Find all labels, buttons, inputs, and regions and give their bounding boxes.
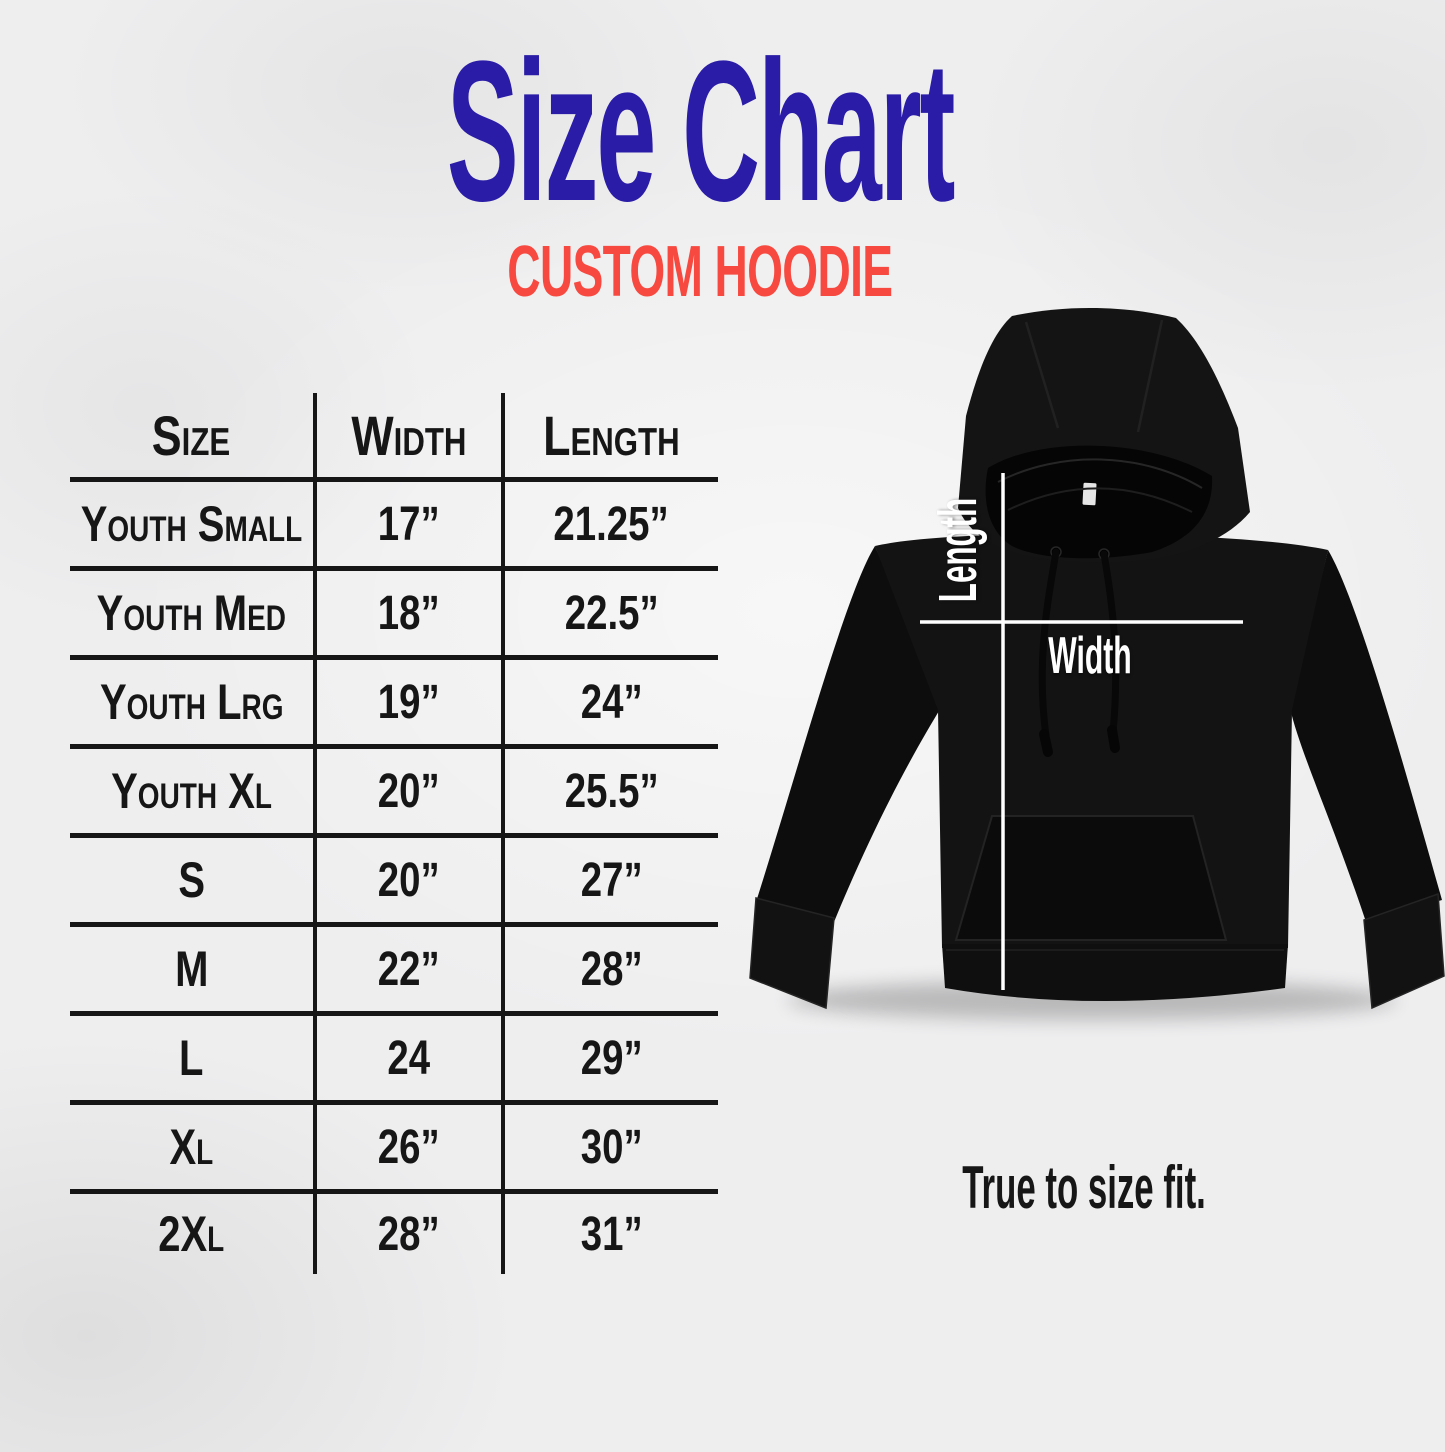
length-value-cell: 25.5” xyxy=(505,749,718,838)
length-value-cell: 21.25” xyxy=(505,482,718,571)
hood-lining-fold xyxy=(997,458,1203,489)
size-label-cell: Xl xyxy=(70,1105,317,1194)
length-value-cell: 28” xyxy=(505,927,718,1016)
page-title: Size Chart xyxy=(0,32,1400,232)
length-value-cell: 31” xyxy=(580,1207,643,1261)
right-drawstring xyxy=(1100,550,1120,736)
width-label: Width xyxy=(1048,627,1132,685)
size-label-cell: Youth Lrg xyxy=(70,660,317,749)
width-value-cell: 18” xyxy=(317,571,505,660)
width-value-cell: 26” xyxy=(317,1105,505,1194)
width-value-cell: 20” xyxy=(317,838,505,927)
left-cuff xyxy=(749,897,835,1010)
column-header-width: Width xyxy=(317,393,505,482)
length-value-cell: 29” xyxy=(505,1016,718,1105)
length-value-cell: 24” xyxy=(505,660,718,749)
width-value-cell: 24 xyxy=(317,1016,505,1105)
width-value-cell: 19” xyxy=(317,660,505,749)
width-value-cell: 20” xyxy=(317,749,505,838)
size-label-cell: 2Xl xyxy=(70,1194,317,1274)
right-drawstring-aglet xyxy=(1107,725,1120,753)
size-label-cell: S xyxy=(70,838,317,927)
kangaroo-pocket xyxy=(954,815,1228,941)
right-cuff xyxy=(1363,892,1445,1010)
hem-band xyxy=(942,944,1288,1001)
hood-seams xyxy=(1024,319,1164,433)
page-subtitle-text: CUSTOM HOODIE xyxy=(507,232,893,312)
length-value-cell: 22.5” xyxy=(505,571,718,660)
width-value-cell: 28” xyxy=(317,1194,505,1274)
size-label-cell: Youth Xl xyxy=(70,749,317,838)
column-header-size: Size xyxy=(70,393,317,482)
length-label: Length xyxy=(928,497,988,603)
width-value-cell: 22” xyxy=(317,927,505,1016)
left-drawstring-aglet xyxy=(1039,729,1053,757)
hoodie-illustration xyxy=(749,307,1445,1020)
size-label-cell: Youth Small xyxy=(70,482,317,571)
left-drawstring xyxy=(1038,548,1060,740)
page-title-text: Size Chart xyxy=(446,20,956,243)
column-header-length: Length xyxy=(505,393,718,482)
size-table: Size Width Length Youth Small 17” 21.25”… xyxy=(70,393,718,1274)
size-label-cell: Youth Med xyxy=(70,571,317,660)
size-label-cell: L xyxy=(70,1016,317,1105)
size-label-cell: M xyxy=(70,927,317,1016)
length-value-cell: 27” xyxy=(505,838,718,927)
hood-lining-fold xyxy=(1007,487,1193,513)
length-value-cell: 30” xyxy=(505,1105,718,1194)
width-value-cell: 17” xyxy=(317,482,505,571)
fit-note: True to size fit. xyxy=(962,1154,1206,1221)
page-subtitle: CUSTOM HOODIE xyxy=(0,236,1400,308)
right-sleeve xyxy=(1290,550,1442,922)
size-tag xyxy=(1082,482,1097,506)
hood-opening xyxy=(985,445,1213,559)
left-sleeve xyxy=(756,546,942,922)
